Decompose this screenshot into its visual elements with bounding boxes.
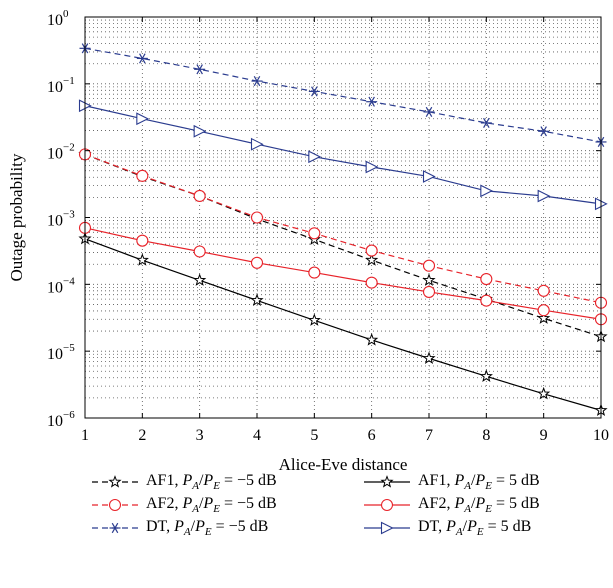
y-axis-label: Outage probability [7,153,26,281]
data-point [480,117,492,128]
x-tick-label: 2 [138,427,146,444]
data-point [537,386,551,400]
series-4 [78,221,608,326]
data-point [136,169,149,182]
data-point [365,276,378,289]
data-point [307,313,321,326]
data-point [193,124,207,138]
data-point [422,259,436,272]
series-line [84,238,602,411]
y-tick-label: 10−3 [47,209,75,230]
data-point [136,112,150,126]
series-line [84,153,602,304]
data-point [480,294,493,307]
series-line [84,47,602,143]
data-point [422,285,436,298]
data-point [193,273,207,286]
data-point [537,284,550,297]
x-axis-label: Alice-Eve distance [279,455,408,474]
data-point [366,96,378,107]
grid-lines [85,17,601,418]
data-point [422,170,436,183]
x-tick-label: 6 [368,427,376,444]
series-line [84,153,602,338]
x-tick-label: 1 [81,427,89,444]
y-tick-label: 10−2 [47,142,75,163]
series-2 [79,43,607,148]
plot-frame [84,16,602,419]
data-point [538,126,550,137]
data-point [308,227,321,240]
series-5 [78,99,608,211]
data-point [422,273,436,286]
y-tick-label: 10−6 [47,409,75,430]
x-tick-label: 5 [310,427,318,444]
y-tick-label: 10−4 [47,275,75,296]
y-tick-label: 10−1 [47,75,75,96]
data-point [423,106,435,117]
x-tick-label: 8 [482,427,490,444]
y-tick-label: 100 [47,8,69,29]
data-point [136,53,148,64]
data-point [250,293,264,307]
data-point [251,76,263,87]
data-point [365,244,378,257]
data-point [193,245,206,258]
data-point [136,234,149,247]
data-point [135,253,149,266]
series-0 [78,147,608,343]
data-point [537,304,550,317]
series-1 [78,148,608,309]
data-point [537,189,551,203]
data-point [480,272,493,286]
data-point [250,256,264,269]
x-tick-label: 10 [593,427,609,444]
data-point [308,150,322,164]
series-line [84,105,602,205]
series-layer [78,43,608,416]
data-point [365,160,379,174]
data-point [250,137,264,151]
data-point [194,64,206,75]
data-point [480,184,494,198]
data-point [422,351,436,364]
data-point [365,333,379,346]
x-tick-label: 7 [425,427,433,444]
data-point [308,86,320,97]
y-tick-label: 10−5 [47,342,75,363]
data-point [193,189,206,203]
data-point [479,369,493,382]
data-point [365,253,379,266]
series-line [84,227,602,320]
data-point [308,266,321,279]
data-point [250,211,264,224]
data-point [537,311,551,324]
x-tick-label: 4 [253,427,261,444]
axis-ticks: 1 2 3 4 5 6 7 8 9 10 100 10−1 10−2 10−3 10−4 10−5 10−6 [47,8,609,444]
x-tick-label: 9 [540,427,548,444]
series-3 [78,231,608,416]
x-tick-label: 3 [196,427,204,444]
